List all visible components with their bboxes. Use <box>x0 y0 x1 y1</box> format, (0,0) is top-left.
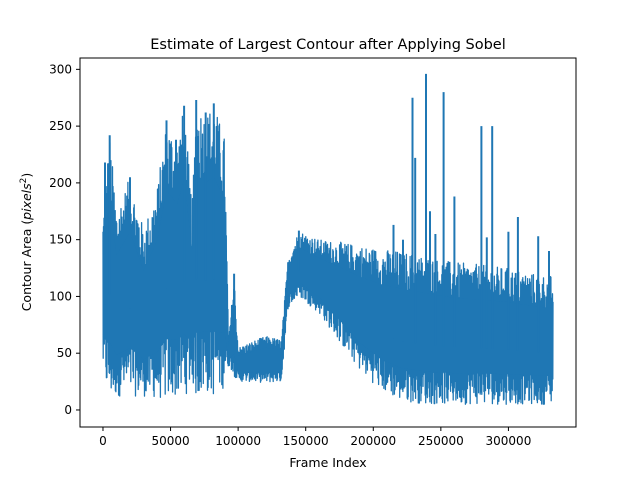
y-axis-label: Contour Area (pixels2) <box>19 173 34 312</box>
y-tick-label: 250 <box>49 119 72 133</box>
y-axis-label-suffix: ) <box>19 173 34 178</box>
x-tick-label: 150000 <box>283 434 329 448</box>
x-axis-label: Frame Index <box>289 455 366 470</box>
x-tick-label: 50000 <box>151 434 189 448</box>
series-density-band <box>103 174 553 377</box>
x-tick-label: 300000 <box>486 434 532 448</box>
chart-title: Estimate of Largest Contour after Applyi… <box>150 37 506 53</box>
axes-layer: 0 50000 100000 150000 200000 250000 300000 0 50 1… <box>49 57 577 448</box>
x-tick-label: 100000 <box>215 434 261 448</box>
y-axis-label-exp: 2 <box>19 178 29 184</box>
y-tick-label: 200 <box>49 176 72 190</box>
y-axis-label-prefix: Contour Area ( <box>19 220 34 312</box>
y-tick-label: 0 <box>64 403 72 417</box>
x-tick-label: 250000 <box>418 434 464 448</box>
y-axis-label-var: pixels <box>19 183 34 221</box>
axes-frame <box>79 57 577 428</box>
x-tick-label: 0 <box>99 434 107 448</box>
y-tick-label: 100 <box>49 289 72 303</box>
plot-layer <box>102 73 554 405</box>
x-tick-label: 200000 <box>350 434 396 448</box>
y-tick-label: 150 <box>49 233 72 247</box>
y-tick-label: 300 <box>49 62 72 76</box>
y-tick-label: 50 <box>57 346 72 360</box>
